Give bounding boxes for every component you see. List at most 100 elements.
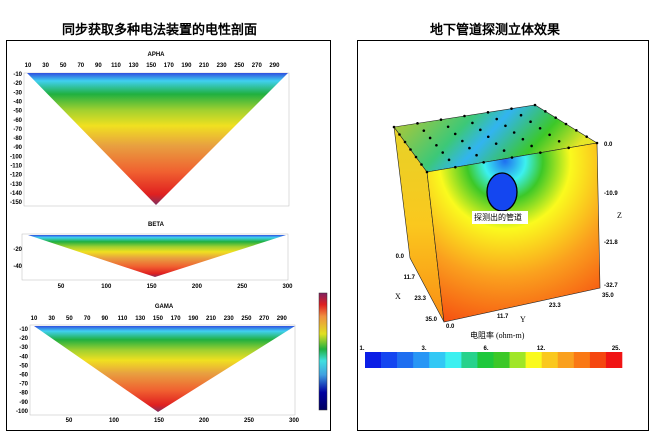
colorbar-swatch — [397, 352, 414, 368]
electrode-marker — [422, 129, 426, 132]
electrode-marker — [416, 122, 419, 125]
electrode-marker — [486, 135, 490, 139]
electrode-marker — [447, 158, 451, 162]
apha-depth-tick: -110 — [10, 164, 22, 170]
electrode-marker — [461, 139, 464, 143]
electrode-marker — [538, 126, 542, 130]
electrode-marker — [453, 132, 457, 136]
colorbar-swatch — [445, 352, 462, 368]
x-tick: 0.0 — [396, 254, 405, 260]
colorbar-title: 电阻率 (ohm-m) — [470, 331, 525, 340]
electrode-marker — [519, 113, 523, 117]
electrode-marker — [564, 122, 568, 126]
electrode-marker — [468, 146, 471, 150]
apha-x-tick: 10 — [25, 63, 32, 69]
z-tick: -10.9 — [604, 191, 618, 197]
gama-title: GAMA — [155, 304, 174, 310]
gama-x-tick: 270 — [259, 316, 270, 322]
gama-x-tick: 90 — [101, 316, 108, 322]
electrode-marker — [495, 117, 499, 121]
apha-depth-tick: -70 — [13, 127, 22, 133]
beta-depth-tick: -40 — [13, 264, 22, 270]
gama-x-tick: 300 — [289, 418, 300, 424]
y-tick: 11.7 — [497, 314, 509, 320]
gama-depth-tick: -60 — [19, 373, 28, 379]
beta-x-tick: 50 — [58, 284, 65, 290]
electrode-marker — [494, 142, 498, 145]
electrode-marker — [463, 114, 466, 118]
electrode-marker — [414, 155, 418, 159]
colorbar-swatch — [413, 352, 430, 368]
z-axis-label: Z — [617, 211, 622, 220]
colorbar-swatch — [365, 352, 382, 368]
gama-x-tick: 230 — [224, 316, 235, 322]
electrode-marker — [441, 151, 445, 154]
apha-x-tick: 70 — [77, 63, 84, 69]
beta-x-tick: 100 — [101, 284, 112, 290]
colorbar-tick: 3. — [421, 346, 426, 352]
electrode-marker — [392, 125, 396, 129]
colorbar-swatch — [509, 352, 526, 368]
electrode-marker — [420, 163, 423, 166]
z-tick: 0.0 — [604, 142, 613, 148]
gama-x-tick: 210 — [206, 316, 217, 322]
gama-x-tick: 30 — [48, 316, 55, 322]
electrode-marker — [502, 149, 506, 152]
y-tick: 0.0 — [446, 324, 455, 330]
apha-depth-tick: -130 — [10, 182, 23, 188]
y-tick: 35.0 — [602, 293, 614, 299]
apha-x-tick: 190 — [181, 63, 192, 69]
electrode-marker — [595, 141, 599, 145]
colorbar-swatch — [477, 352, 494, 368]
right-title: 地下管道探测立体效果 — [430, 23, 561, 38]
colorbar-swatch — [541, 352, 559, 368]
electrode-marker — [510, 156, 514, 159]
apha-depth-tick: -140 — [10, 191, 23, 197]
apha-x-tick: 170 — [164, 63, 175, 69]
gama-depth-tick: -100 — [16, 409, 29, 415]
gama-x-tick: 50 — [66, 418, 73, 424]
pipe-anomaly — [486, 172, 518, 212]
apha-depth-tick: -60 — [13, 118, 22, 124]
gama-depth-tick: -70 — [19, 382, 28, 388]
electrode-marker — [504, 124, 507, 128]
gama-x-tick: 130 — [135, 316, 146, 322]
apha-x-tick: 150 — [146, 63, 157, 69]
section-colorbar — [318, 292, 328, 411]
gama-depth-tick: -50 — [19, 363, 28, 369]
electrode-marker — [548, 133, 551, 137]
electrode-marker — [435, 143, 438, 147]
beta-x-tick: 150 — [147, 284, 158, 290]
electrode-marker — [439, 118, 443, 121]
apha-depth-tick: -80 — [13, 136, 22, 142]
electrode-marker — [539, 151, 542, 154]
electrode-marker — [446, 125, 450, 129]
electrode-marker — [510, 107, 513, 110]
gama-x-tick: 70 — [84, 316, 91, 322]
apha-depth-tick: -100 — [10, 154, 23, 160]
colorbar-tick: 25. — [612, 346, 621, 352]
electrode-marker — [557, 140, 561, 143]
electrode-marker — [471, 121, 474, 125]
apha-depth-tick: -150 — [10, 200, 23, 206]
gama-section — [34, 326, 295, 412]
apha-x-tick: 210 — [199, 63, 210, 69]
gama-x-tick: 200 — [199, 418, 210, 424]
gama-x-tick: 100 — [109, 418, 120, 424]
beta-title: BETA — [148, 222, 165, 228]
gama-x-tick: 170 — [171, 316, 182, 322]
electrode-marker — [554, 116, 557, 119]
electrode-marker — [512, 131, 516, 134]
electrode-marker — [530, 144, 533, 148]
z-tick: -32.7 — [604, 283, 618, 289]
apha-depth-tick: -10 — [13, 72, 22, 78]
electrode-marker — [479, 128, 482, 132]
electrode-marker — [409, 148, 412, 151]
electrode-marker — [585, 135, 588, 138]
cube-front-face — [426, 142, 601, 323]
electrode-marker — [567, 146, 570, 150]
beta-x-tick: 200 — [192, 284, 203, 290]
gama-x-tick: 110 — [118, 316, 128, 322]
apha-x-tick: 250 — [234, 63, 245, 69]
colorbar-tick: 6. — [483, 346, 488, 352]
